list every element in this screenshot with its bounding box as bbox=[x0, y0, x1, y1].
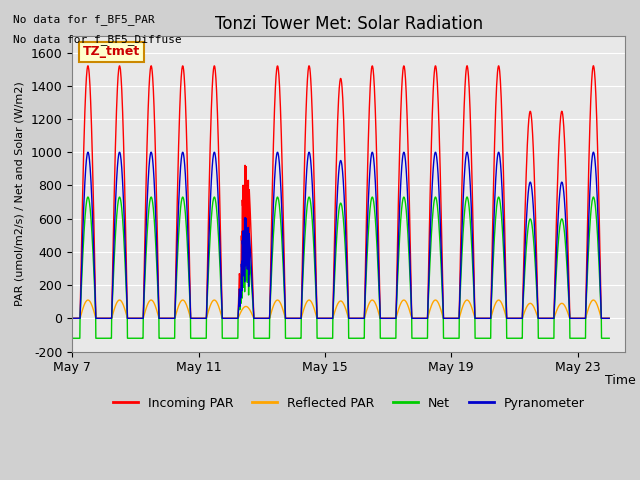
Pyranometer bbox=[184, 234, 192, 240]
Reflected PAR bbox=[364, 305, 371, 311]
Reflected PAR bbox=[492, 301, 499, 307]
Text: No data for f_BF5_Diffuse: No data for f_BF5_Diffuse bbox=[13, 34, 182, 45]
Pyranometer bbox=[230, 315, 237, 321]
Net bbox=[589, 194, 597, 200]
Line: Incoming PAR: Incoming PAR bbox=[72, 66, 609, 318]
Net bbox=[177, 200, 185, 205]
Pyranometer bbox=[589, 149, 597, 155]
Incoming PAR bbox=[111, 189, 118, 194]
Incoming PAR bbox=[177, 77, 185, 83]
Incoming PAR bbox=[589, 63, 597, 69]
Net bbox=[126, 336, 134, 341]
Pyranometer bbox=[177, 159, 185, 165]
Text: TZ_tmet: TZ_tmet bbox=[83, 46, 140, 59]
Reflected PAR bbox=[68, 315, 76, 321]
Title: Tonzi Tower Met: Solar Radiation: Tonzi Tower Met: Solar Radiation bbox=[214, 15, 483, 33]
Net bbox=[111, 254, 118, 260]
Pyranometer bbox=[364, 223, 371, 228]
Incoming PAR bbox=[605, 315, 613, 321]
Line: Pyranometer: Pyranometer bbox=[72, 152, 609, 318]
Pyranometer bbox=[605, 315, 613, 321]
Pyranometer bbox=[68, 315, 76, 321]
Pyranometer bbox=[111, 232, 118, 238]
Incoming PAR bbox=[68, 315, 76, 321]
Pyranometer bbox=[492, 185, 499, 191]
Incoming PAR bbox=[364, 175, 371, 180]
Text: No data for f_BF5_PAR: No data for f_BF5_PAR bbox=[13, 14, 154, 25]
Reflected PAR bbox=[589, 297, 597, 303]
Net bbox=[364, 244, 371, 250]
Incoming PAR bbox=[184, 191, 192, 197]
Net bbox=[492, 216, 499, 222]
Reflected PAR bbox=[177, 298, 185, 304]
Net bbox=[605, 336, 613, 341]
Net bbox=[230, 336, 237, 341]
Y-axis label: PAR (umol/m2/s) / Net and Solar (W/m2): PAR (umol/m2/s) / Net and Solar (W/m2) bbox=[15, 82, 25, 306]
Reflected PAR bbox=[184, 306, 192, 312]
Incoming PAR bbox=[230, 315, 237, 321]
Reflected PAR bbox=[230, 315, 237, 321]
Net bbox=[184, 261, 192, 266]
Reflected PAR bbox=[605, 315, 613, 321]
Reflected PAR bbox=[111, 306, 118, 312]
X-axis label: Time: Time bbox=[605, 373, 636, 386]
Line: Reflected PAR: Reflected PAR bbox=[72, 300, 609, 318]
Net bbox=[68, 336, 76, 341]
Legend: Incoming PAR, Reflected PAR, Net, Pyranometer: Incoming PAR, Reflected PAR, Net, Pyrano… bbox=[108, 392, 589, 415]
Incoming PAR bbox=[492, 117, 499, 122]
Line: Net: Net bbox=[72, 197, 609, 338]
